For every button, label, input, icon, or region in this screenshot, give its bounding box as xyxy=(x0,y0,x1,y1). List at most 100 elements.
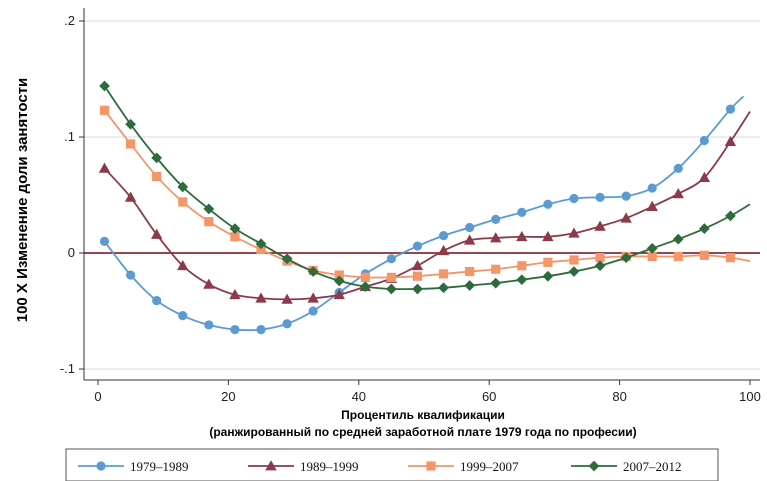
data-point xyxy=(204,217,214,227)
data-point xyxy=(698,171,711,183)
data-point xyxy=(359,281,371,293)
data-point xyxy=(412,241,423,251)
data-point xyxy=(568,227,580,238)
data-point xyxy=(490,232,502,243)
x-axis-sublabel: (ранжированный по средней заработной пла… xyxy=(209,425,636,439)
data-point xyxy=(673,251,683,262)
data-point xyxy=(333,275,345,287)
data-point xyxy=(672,233,684,245)
y-tick-label: -.1 xyxy=(60,361,75,376)
data-point xyxy=(646,242,658,254)
data-point xyxy=(569,193,579,204)
data-point xyxy=(126,270,136,280)
legend-entry: 1999–2007 xyxy=(408,459,519,474)
data-point xyxy=(204,320,214,330)
y-tick-label: 0 xyxy=(68,245,75,260)
series-layer xyxy=(98,80,751,335)
data-point xyxy=(177,259,189,271)
data-point xyxy=(307,292,319,303)
data-point xyxy=(282,319,292,329)
data-point xyxy=(386,283,397,295)
data-point xyxy=(568,266,580,277)
data-point xyxy=(725,104,736,114)
data-point xyxy=(255,238,267,250)
data-point xyxy=(98,162,111,173)
data-point xyxy=(203,203,215,215)
data-point xyxy=(516,230,528,242)
legend-entry: 2007–2012 xyxy=(571,459,682,474)
data-point xyxy=(725,210,736,222)
data-point xyxy=(438,282,449,294)
data-point xyxy=(517,207,527,217)
y-tick-label: .1 xyxy=(64,129,75,144)
data-point xyxy=(230,324,240,335)
data-point xyxy=(438,231,449,241)
data-point xyxy=(333,288,345,300)
data-point xyxy=(99,236,110,246)
data-point xyxy=(281,293,293,304)
data-point xyxy=(126,139,136,149)
grid-lines xyxy=(84,20,760,370)
data-point xyxy=(542,230,554,242)
data-point xyxy=(594,220,606,231)
data-point xyxy=(412,271,423,281)
legend-marker xyxy=(426,461,436,471)
data-point xyxy=(151,228,163,239)
data-point xyxy=(620,252,632,264)
series-2 xyxy=(98,110,751,304)
axis-labels: 100 X Изменение доли занятости Процентил… xyxy=(14,78,637,439)
data-point xyxy=(360,272,370,282)
series-1 xyxy=(99,95,745,335)
data-point xyxy=(203,278,215,289)
legend-marker xyxy=(265,460,277,471)
data-point xyxy=(516,274,528,286)
data-point xyxy=(256,324,266,335)
x-tick-label: 20 xyxy=(221,389,235,404)
data-point xyxy=(229,223,241,235)
x-tick-label: 80 xyxy=(612,389,626,404)
data-point xyxy=(517,261,527,271)
legend-box xyxy=(65,448,719,481)
data-point xyxy=(229,288,241,300)
data-point xyxy=(646,200,658,212)
legend: 1979–1989 1989–1999 1999–2007 2007–2012 xyxy=(65,448,719,481)
data-point xyxy=(412,283,423,295)
data-point xyxy=(594,260,606,272)
data-point xyxy=(672,188,684,199)
series-4 xyxy=(99,80,751,295)
data-point xyxy=(99,80,110,92)
data-point xyxy=(438,269,449,279)
data-point xyxy=(543,257,553,267)
data-point xyxy=(542,270,554,282)
data-point xyxy=(463,234,476,245)
data-point xyxy=(620,212,632,223)
data-point xyxy=(307,266,319,277)
data-point xyxy=(308,306,318,316)
data-point xyxy=(698,223,710,235)
data-point xyxy=(595,192,605,202)
legend-label: 1979–1989 xyxy=(130,459,189,474)
legend-marker xyxy=(588,460,600,472)
data-point xyxy=(491,214,501,224)
data-point xyxy=(386,272,397,282)
legend-label: 1999–2007 xyxy=(460,459,519,474)
x-axis-label: Процентиль квалификации xyxy=(341,408,505,422)
data-point xyxy=(621,191,631,201)
data-point xyxy=(673,163,683,173)
y-tick-label: .2 xyxy=(64,13,75,28)
data-point xyxy=(99,105,110,115)
data-point xyxy=(491,264,501,274)
data-point xyxy=(178,197,188,207)
legend-label: 1989–1999 xyxy=(300,459,359,474)
data-point xyxy=(437,244,450,256)
data-point xyxy=(411,259,424,271)
data-point xyxy=(124,191,137,202)
x-tick-label: 60 xyxy=(482,389,496,404)
series-line xyxy=(103,95,745,332)
data-point xyxy=(281,253,293,265)
data-point xyxy=(699,135,709,146)
data-point xyxy=(386,254,396,264)
data-point xyxy=(178,311,188,321)
data-point xyxy=(647,183,657,193)
data-point xyxy=(465,222,475,233)
